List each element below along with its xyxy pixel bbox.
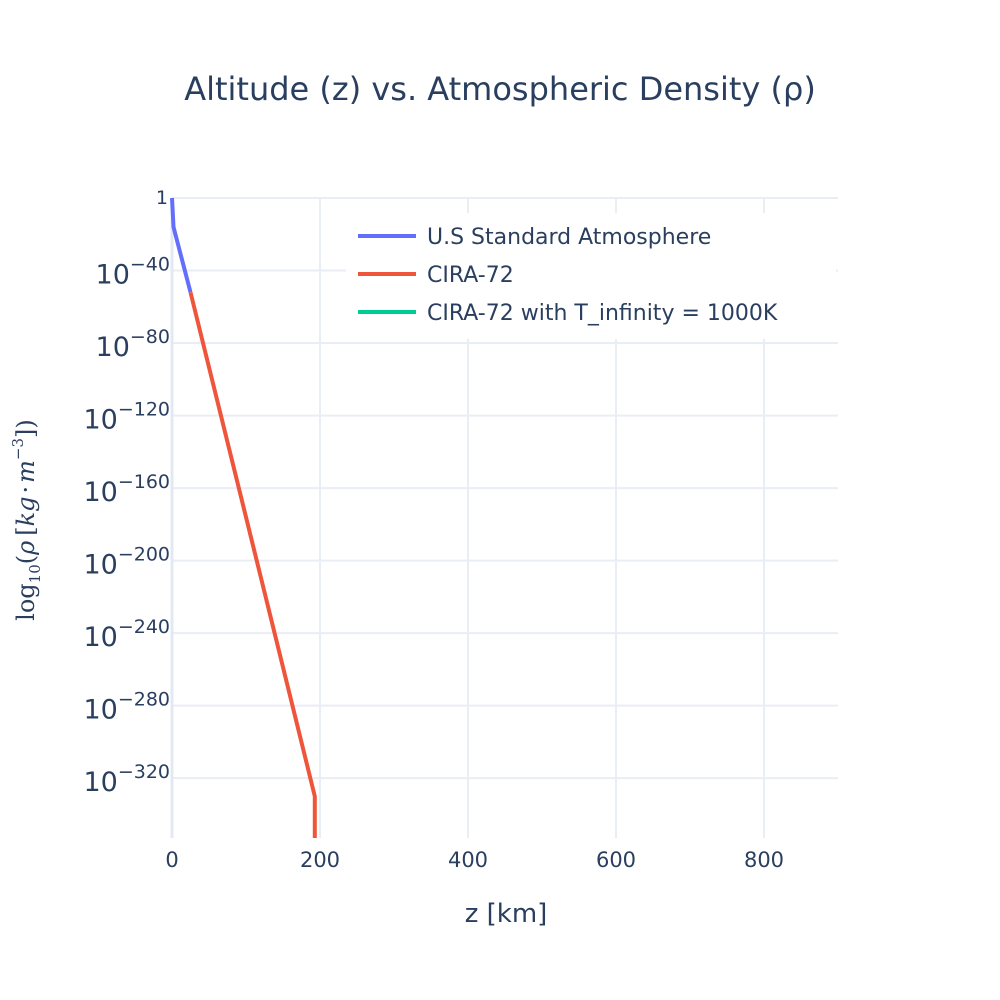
x-tick-label: 600	[596, 848, 636, 872]
y-label-log: log	[12, 583, 40, 621]
legend-item-cira-72[interactable]: CIRA-72	[358, 263, 514, 288]
y-label-open-bracket: [	[12, 526, 40, 535]
y-tick-label: 10−160	[83, 471, 170, 508]
y-label-close-paren: )	[12, 419, 40, 428]
legend[interactable]: U.S Standard Atmosphere CIRA-72 CIRA-72 …	[346, 213, 836, 339]
x-axis-label: z [km]	[465, 899, 548, 929]
y-tick-label: 10−200	[83, 544, 170, 581]
x-tick-label: 0	[165, 848, 178, 872]
x-tick-label: 200	[300, 848, 340, 872]
y-label-open-paren: (	[12, 555, 40, 564]
series-line-0	[170, 197, 193, 293]
x-tick-label: 800	[744, 848, 784, 872]
y-axis-ticks: 1 10−40 10−80 10−120 10−160 10−200 10−240 10−28…	[83, 187, 170, 798]
y-label-kg: kg	[12, 496, 40, 526]
legend-label-us-standard: U.S Standard Atmosphere	[427, 225, 711, 250]
x-axis-ticks: 0 200 400 600 800	[165, 848, 784, 872]
y-tick-label: 10−40	[96, 254, 170, 291]
y-label-rho: ρ	[12, 541, 40, 556]
y-tick-label: 1	[156, 187, 168, 209]
y-axis-label: log10(ρ [kg · m−3])	[9, 419, 44, 621]
legend-label-cira-72-t1000: CIRA-72 with T_infinity = 1000K	[427, 301, 778, 326]
series-line-1	[188, 291, 317, 838]
y-tick-label: 10−320	[83, 761, 170, 798]
y-label-close-bracket: ]	[12, 429, 40, 438]
y-tick-label: 10−240	[83, 616, 170, 653]
legend-item-us-standard[interactable]: U.S Standard Atmosphere	[358, 225, 711, 250]
y-tick-label: 10−120	[83, 399, 170, 436]
y-tick-label: 10−80	[96, 326, 170, 363]
y-label-m: m	[12, 460, 40, 483]
svg-text:log10(ρ[kg·m−3]): log10(ρ [kg · m−3])	[9, 419, 44, 621]
series-lines	[170, 197, 317, 838]
y-label-base: 10	[26, 564, 44, 583]
chart-title: Altitude (z) vs. Atmospheric Density (ρ)	[184, 70, 816, 108]
y-tick-label: 10−280	[83, 689, 170, 726]
y-label-exponent: −3	[9, 438, 27, 460]
x-tick-label: 400	[448, 848, 488, 872]
legend-label-cira-72: CIRA-72	[427, 263, 514, 288]
y-label-dot: ·	[12, 486, 40, 494]
legend-item-cira-72-t1000[interactable]: CIRA-72 with T_infinity = 1000K	[358, 301, 778, 326]
legend-background	[346, 213, 836, 339]
